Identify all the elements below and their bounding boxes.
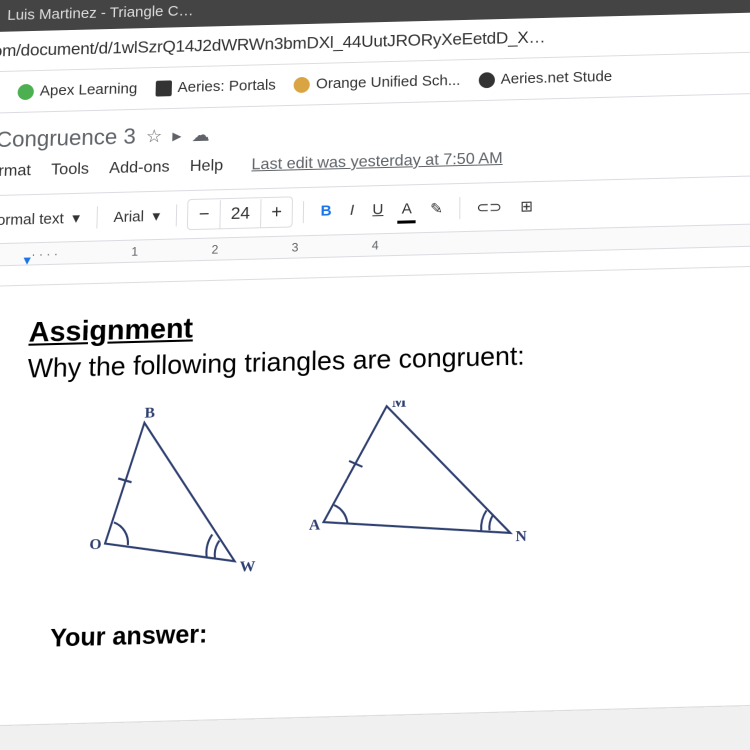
separator: [459, 197, 460, 219]
menu-format[interactable]: Format: [0, 158, 39, 186]
answer-label: Your answer:: [50, 606, 730, 654]
separator: [303, 201, 304, 223]
document-page[interactable]: Assignment Why the following triangles a…: [0, 267, 750, 726]
star-icon[interactable]: ☆: [146, 126, 163, 147]
style-select[interactable]: Normal text ▾: [0, 204, 86, 233]
vertex-label-w: W: [240, 559, 256, 576]
ruler-mark: 3: [292, 240, 299, 254]
menu-addons[interactable]: Add-ons: [101, 154, 178, 182]
menu-tools[interactable]: Tools: [43, 156, 98, 183]
font-size-decrease[interactable]: −: [188, 199, 220, 229]
indent-marker-icon[interactable]: ▼: [21, 253, 34, 267]
font-size-group: − 24 +: [187, 196, 293, 230]
comment-button[interactable]: ⊞: [514, 192, 539, 219]
vertex-label-o: O: [89, 536, 102, 553]
tab-title: Luis Martinez - Triangle C…: [7, 3, 194, 24]
doc-title[interactable]: le Congruence 3: [0, 124, 136, 154]
highlight-button[interactable]: ✎: [424, 195, 449, 222]
cloud-icon[interactable]: ☁: [191, 124, 210, 145]
vertex-label-b: B: [144, 405, 155, 422]
font-select[interactable]: Arial ▾: [107, 202, 167, 230]
text-color-button[interactable]: A: [396, 196, 419, 222]
underline-button[interactable]: U: [366, 197, 389, 223]
link-button[interactable]: ⊂⊃: [470, 193, 508, 220]
bookmark-aeries-portals[interactable]: Aeries: Portals: [155, 77, 276, 97]
vertex-label-n: N: [515, 528, 526, 545]
bookmark-apex[interactable]: Apex Learning: [17, 80, 137, 100]
ruler-mark: 2: [211, 242, 218, 256]
separator: [96, 206, 98, 228]
orange-icon: [294, 76, 310, 92]
italic-button[interactable]: I: [344, 198, 361, 223]
aeries-icon: [155, 80, 171, 96]
vertex-label-a: A: [309, 517, 321, 534]
menu-help[interactable]: Help: [181, 153, 231, 180]
aeries-student-icon: [479, 72, 495, 88]
triangles-figure: B O W M A N: [41, 392, 729, 593]
ruler-mark: 4: [372, 238, 379, 252]
move-icon[interactable]: ▸: [172, 125, 182, 146]
bold-button[interactable]: B: [314, 198, 338, 224]
separator: [176, 204, 178, 226]
apex-icon: [17, 83, 34, 99]
vertex-label-m: M: [392, 396, 407, 411]
last-edit[interactable]: Last edit was yesterday at 7:50 AM: [243, 146, 511, 179]
bookmark-orange[interactable]: Orange Unified Sch...: [294, 72, 461, 93]
bookmark-aeries-student[interactable]: Aeries.net Stude: [479, 68, 613, 88]
font-size-value[interactable]: 24: [219, 199, 261, 228]
font-size-increase[interactable]: +: [261, 197, 292, 227]
ruler-mark: 1: [131, 244, 138, 258]
